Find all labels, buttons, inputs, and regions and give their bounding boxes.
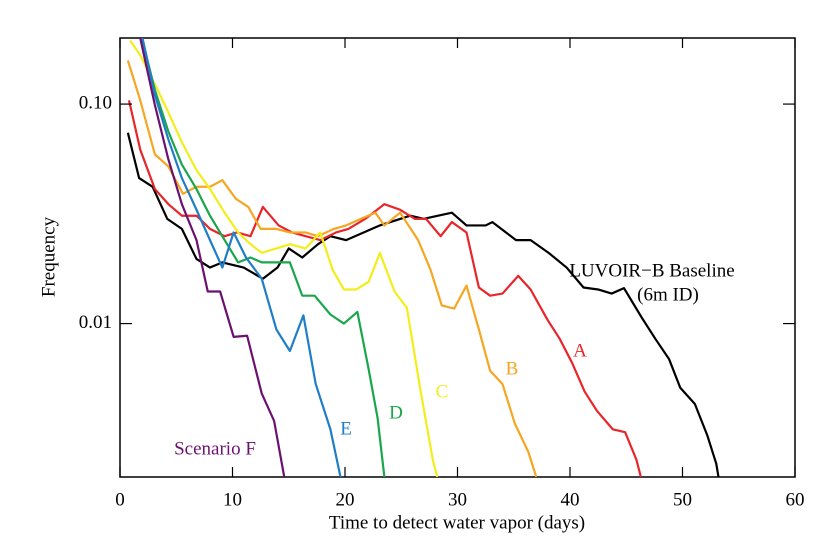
series-line [126, 60, 538, 477]
series-line [127, 100, 642, 477]
series-line [141, 40, 386, 477]
series-label: D [389, 402, 403, 423]
series-line [139, 38, 286, 477]
series-label: E [340, 418, 352, 439]
x-tick-label: 50 [673, 489, 692, 510]
series-label: Scenario F [174, 438, 256, 459]
annotation: (6m ID) [637, 284, 699, 305]
series-line [129, 39, 439, 477]
series-label: A [573, 340, 587, 361]
series-line [126, 132, 720, 477]
x-tick-label: 0 [115, 489, 125, 510]
y-axis-label: Frequency [38, 216, 59, 297]
x-axis-label: Time to detect water vapor (days) [329, 512, 585, 533]
y-tick-label: 0.10 [79, 92, 112, 113]
x-tick-label: 60 [786, 489, 805, 510]
lines [126, 38, 720, 477]
x-tick-label: 30 [448, 489, 467, 510]
x-tick-label: 40 [561, 489, 580, 510]
series-label: B [506, 358, 519, 379]
plot-frame [119, 37, 796, 478]
series-label: C [436, 381, 449, 402]
y-tick-label: 0.01 [79, 312, 112, 333]
series-line [141, 38, 342, 477]
series-label: LUVOIR−B Baseline [569, 260, 734, 281]
x-tick-label: 10 [223, 489, 242, 510]
x-tick-label: 20 [336, 489, 355, 510]
